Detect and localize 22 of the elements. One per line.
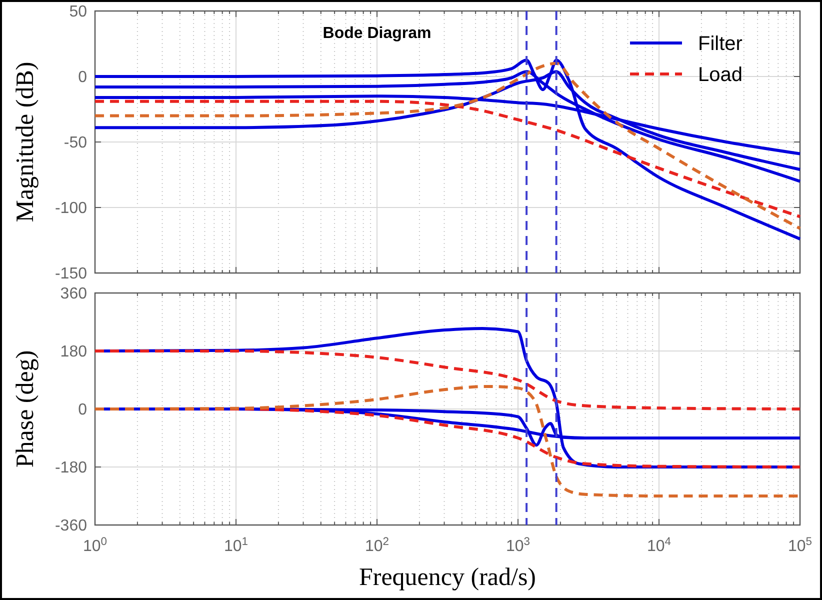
y-tick-label: -100 bbox=[54, 200, 88, 218]
y-axis-title: Magnitude (dB) bbox=[12, 62, 39, 222]
y-tick-label: 50 bbox=[69, 4, 88, 21]
x-tick-label: 10$^{2}$ bbox=[364, 536, 390, 555]
y-tick-label: 360 bbox=[60, 286, 88, 303]
text: Bode Diagram bbox=[322, 25, 432, 42]
x-tick-label: 10$^{3}$ bbox=[506, 536, 530, 555]
y-tick-label: -50 bbox=[64, 134, 88, 152]
y-axis-title: Phase (deg) bbox=[12, 350, 39, 468]
x-tick-label: 10$^{0}$ bbox=[82, 536, 108, 555]
y-tick-label: -150 bbox=[54, 266, 88, 283]
y-tick-label: -180 bbox=[54, 460, 88, 477]
y-tick-label: 0 bbox=[78, 402, 88, 419]
x-axis-title: Frequency (rad/s) bbox=[358, 564, 536, 591]
x-tick-label: 10$^{4}$ bbox=[646, 536, 672, 555]
legend-label: Load bbox=[698, 64, 742, 86]
x-tick-label: 10$^{1}$ bbox=[224, 536, 248, 555]
legend-label: Filter bbox=[698, 33, 743, 55]
y-tick-label: 180 bbox=[60, 344, 88, 361]
x-tick-label: 10$^{5}$ bbox=[788, 536, 812, 555]
y-tick-label: 0 bbox=[78, 69, 88, 86]
y-tick-label: -360 bbox=[54, 518, 88, 535]
